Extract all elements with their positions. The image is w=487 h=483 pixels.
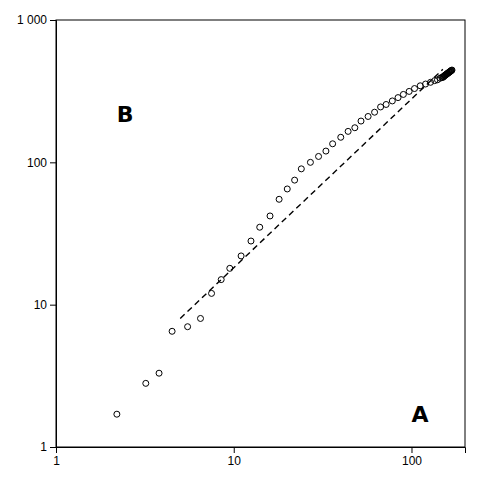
y-tick-label: 1 — [40, 440, 47, 454]
scatter-point — [316, 153, 322, 159]
scatter-point — [143, 380, 149, 386]
annotation: B — [117, 102, 134, 127]
chart: 1101001101001 000AB — [0, 0, 487, 483]
y-tick-mark — [50, 162, 56, 163]
scatter-point — [389, 98, 395, 104]
plot-area: 1101001101001 000AB — [17, 13, 466, 467]
y-tick: 10 — [34, 298, 56, 312]
scatter-point — [185, 324, 191, 330]
annotations: AB — [117, 102, 429, 427]
scatter-point — [365, 113, 371, 119]
scatter-point — [338, 134, 344, 140]
y-axis-line — [50, 21, 57, 448]
scatter-point — [383, 101, 389, 107]
scatter-point — [400, 91, 406, 97]
scatter-point — [345, 128, 351, 134]
scatter-point — [307, 159, 313, 165]
scatter-point — [114, 411, 120, 417]
x-tick-mark — [234, 447, 235, 453]
scatter-point — [292, 177, 298, 183]
scatter-point — [267, 213, 273, 219]
x-tick: 10 — [228, 447, 242, 468]
plot-frame — [56, 20, 465, 447]
y-tick-mark — [50, 20, 56, 21]
scatter-point — [298, 166, 304, 172]
scatter-point — [257, 224, 263, 230]
scatter-point — [169, 328, 175, 334]
x-tick-mark — [411, 447, 412, 453]
scatter-point — [156, 370, 162, 376]
scatter-point — [284, 186, 290, 192]
scatter-point — [238, 253, 244, 259]
scatter-point — [352, 125, 358, 131]
scatter-point — [372, 109, 378, 115]
scatter-point — [358, 118, 364, 124]
y-tick: 1 — [40, 440, 56, 454]
scatter-point — [227, 265, 233, 271]
scatter-point — [412, 86, 418, 92]
fit-line — [180, 69, 443, 318]
scatter-point — [449, 67, 455, 73]
x-tick: 1 — [53, 447, 60, 468]
scatter-point — [276, 196, 282, 202]
y-tick-label: 1 000 — [17, 13, 47, 27]
scatter-point — [209, 290, 215, 296]
y-tick-label: 100 — [27, 156, 47, 170]
y-tick-label: 10 — [34, 298, 48, 312]
y-tick-mark — [50, 305, 56, 306]
scatter-point — [330, 141, 336, 147]
scatter-point — [248, 238, 254, 244]
x-tick: 100 — [402, 447, 422, 468]
x-tick-label: 1 — [53, 454, 60, 468]
annotation: A — [411, 402, 428, 427]
scatter-point — [197, 315, 203, 321]
scatter-point — [449, 67, 455, 73]
y-tick: 1 000 — [17, 13, 56, 27]
x-tick-label: 10 — [228, 454, 242, 468]
scatter-point — [323, 148, 329, 154]
x-axis: 1 10 100 — [53, 447, 465, 468]
x-tick-label: 100 — [402, 454, 422, 468]
y-tick: 100 — [27, 156, 56, 170]
scatter-point — [448, 68, 454, 74]
x-axis-line — [57, 448, 466, 454]
y-tick-mark — [50, 447, 56, 448]
marks — [114, 67, 455, 417]
y-axis: 1 10 100 1 000 — [17, 13, 57, 454]
